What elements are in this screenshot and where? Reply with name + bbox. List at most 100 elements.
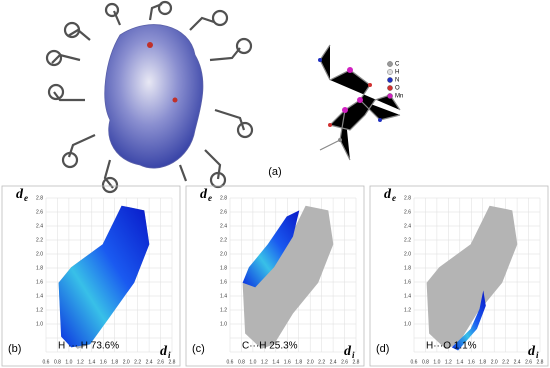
plot-frame [369, 185, 549, 367]
x-tick-label: 1.4 [88, 359, 95, 365]
x-tick-label: 2.8 [353, 359, 360, 365]
y-tick-label: 2.4 [36, 223, 43, 229]
panel-label: (d) [376, 343, 389, 355]
y-tick-label: 1.2 [36, 307, 43, 313]
y-tick-label: 2.0 [36, 251, 43, 257]
x-tick-label: 2.0 [307, 359, 314, 365]
x-tick-label: 1.4 [456, 359, 463, 365]
x-tick-label: 1.6 [100, 359, 107, 365]
x-tick-label: 1.0 [65, 359, 72, 365]
molecular-structure [318, 44, 401, 161]
x-axis-subscript: i [536, 350, 539, 360]
y-tick-label: 1.6 [36, 279, 43, 285]
fingerprint-plot: 0.6 0.8 1.0 1.0 1.2 1.2 1.4 1.4 1.6 1.6 1.8 1.8 2.0 2… [1, 185, 181, 367]
legend-label: N [395, 78, 399, 84]
y-tick-label: 1.4 [404, 293, 411, 299]
x-tick-label: 2.8 [537, 359, 544, 365]
legend-label: C [395, 62, 400, 68]
x-axis-subscript: i [352, 350, 355, 360]
y-tick-label: 2.6 [404, 209, 411, 215]
x-tick-label: 1.8 [111, 359, 118, 365]
x-tick-label: 1.4 [272, 359, 279, 365]
legend-swatch [387, 85, 393, 91]
y-tick-label: 1.8 [404, 265, 411, 271]
x-tick-label: 2.2 [502, 359, 509, 365]
x-tick-label: 1.2 [261, 359, 268, 365]
x-tick-label: 0.8 [54, 359, 61, 365]
fingerprint-panels: 0.6 0.8 1.0 1.0 1.2 1.2 1.4 1.4 1.6 1.6 1.8 1.8 2.0 2… [1, 185, 549, 367]
y-tick-label: 2.8 [404, 195, 411, 201]
fingerprint-plot: 0.6 0.8 1.0 1.0 1.2 1.2 1.4 1.4 1.6 1.6 1.8 1.8 2.0 2… [185, 185, 365, 367]
x-tick-label: 0.6 [43, 359, 50, 365]
x-tick-label: 1.8 [479, 359, 486, 365]
y-axis-subscript: e [24, 193, 28, 203]
x-tick-label: 2.4 [146, 359, 153, 365]
y-tick-label: 1.4 [36, 293, 43, 299]
legend-swatch [387, 93, 393, 99]
panel-label: (c) [192, 343, 205, 355]
contact-label: C···H 25.3% [242, 341, 298, 352]
x-tick-label: 0.6 [227, 359, 234, 365]
panel-label: (a) [268, 166, 281, 178]
legend-label: O [395, 86, 400, 92]
x-axis-label: d [344, 344, 352, 359]
x-tick-label: 1.8 [295, 359, 302, 365]
y-tick-label: 2.0 [404, 251, 411, 257]
x-tick-label: 1.6 [468, 359, 475, 365]
y-tick-label: 1.6 [404, 279, 411, 285]
x-tick-label: 2.0 [491, 359, 498, 365]
plot-frame [185, 185, 365, 367]
x-axis-label: d [528, 344, 536, 359]
legend-label: H [395, 70, 399, 76]
y-tick-label: 2.0 [220, 251, 227, 257]
y-tick-label: 1.6 [220, 279, 227, 285]
y-tick-label: 2.8 [36, 195, 43, 201]
y-axis-label: d [384, 187, 392, 202]
y-tick-label: 1.0 [220, 321, 227, 327]
fingerprint-highlight [58, 205, 150, 348]
x-tick-label: 2.4 [330, 359, 337, 365]
y-tick-label: 2.6 [36, 209, 43, 215]
x-tick-label: 2.6 [341, 359, 348, 365]
y-tick-label: 2.2 [404, 237, 411, 243]
y-tick-label: 1.2 [404, 307, 411, 313]
y-tick-label: 1.4 [220, 293, 227, 299]
x-tick-label: 0.6 [411, 359, 418, 365]
y-tick-label: 1.0 [404, 321, 411, 327]
x-tick-label: 2.2 [318, 359, 325, 365]
x-tick-label: 2.0 [123, 359, 130, 365]
y-tick-label: 1.8 [36, 265, 43, 271]
y-tick-label: 2.4 [404, 223, 411, 229]
y-axis-label: d [16, 187, 24, 202]
contact-label: H···O 1.1% [426, 341, 477, 352]
fingerprint-highlight [451, 290, 486, 351]
y-tick-label: 1.2 [220, 307, 227, 313]
y-tick-label: 1.8 [220, 265, 227, 271]
x-tick-label: 2.6 [157, 359, 164, 365]
legend-swatch [387, 77, 393, 83]
fingerprint-highlight [242, 210, 300, 288]
y-axis-subscript: e [392, 193, 396, 203]
x-tick-label: 2.6 [525, 359, 532, 365]
hirshfeld-surface [45, 0, 254, 194]
y-tick-label: 2.2 [36, 237, 43, 243]
x-tick-label: 1.6 [284, 359, 291, 365]
y-tick-label: 2.8 [220, 195, 227, 201]
fingerprint-gray [426, 205, 518, 349]
y-tick-label: 2.4 [220, 223, 227, 229]
x-tick-label: 1.0 [433, 359, 440, 365]
panel-label: (b) [8, 343, 21, 355]
y-axis-label: d [200, 187, 208, 202]
y-axis-subscript: e [208, 193, 212, 203]
x-tick-label: 1.2 [77, 359, 84, 365]
fingerprint-plot: 0.6 0.8 1.0 1.0 1.2 1.2 1.4 1.4 1.6 1.6 1.8 1.8 2.0 2… [369, 185, 549, 367]
fingerprint-gray [242, 205, 334, 349]
x-tick-label: 2.8 [169, 359, 176, 365]
x-axis-subscript: i [168, 350, 171, 360]
y-tick-label: 2.2 [220, 237, 227, 243]
legend-swatch [387, 61, 393, 67]
x-tick-label: 0.8 [422, 359, 429, 365]
y-tick-label: 2.6 [220, 209, 227, 215]
y-tick-label: 1.0 [36, 321, 43, 327]
